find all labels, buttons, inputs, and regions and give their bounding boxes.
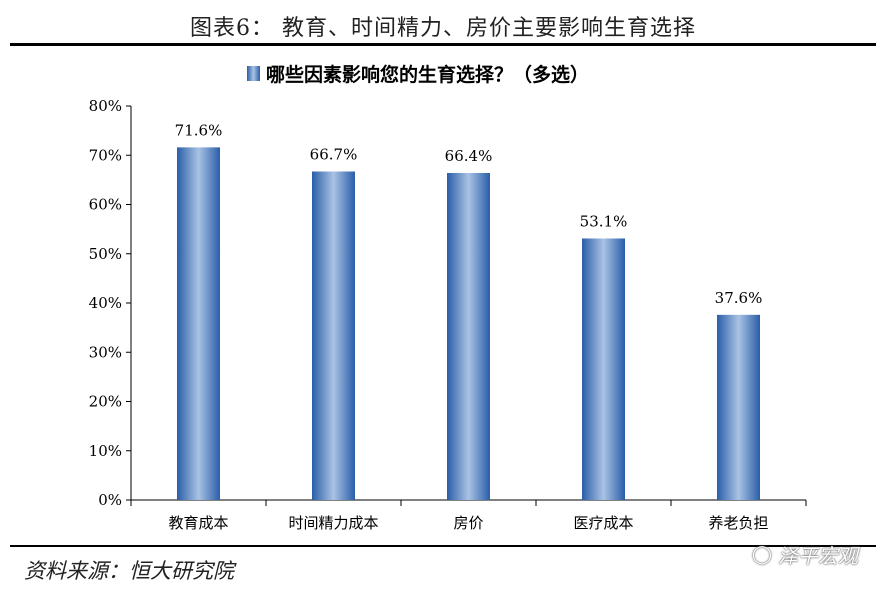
y-tick-label: 10% [89,442,122,460]
legend-swatch [247,66,260,81]
bar-chart: 哪些因素影响您的生育选择？（多选） 0% 10% 20% 30% 40% 50% 60% 70… [89,63,807,532]
watermark-text: 泽平宏观 [778,544,858,568]
category-label: 教育成本 [168,514,228,532]
category-label: 养老负担 [708,514,768,532]
bottom-rule [10,545,876,547]
watermark: ◯ 泽平宏观 [752,540,858,569]
legend-label: 哪些因素影响您的生育选择？（多选） [266,63,589,86]
data-label: 37.6% [715,289,763,307]
y-axis: 0% 10% 20% 30% 40% 50% 60% 70% 80% [89,97,132,509]
category-label: 房价 [453,514,483,532]
bars: 71.6% 66.7% 66.4% 53.1% 37.6% [175,121,763,501]
y-tick-label: 50% [89,245,122,263]
bar [717,314,760,500]
bar [582,238,625,501]
y-tick-label: 40% [89,294,122,312]
bar [447,172,490,501]
source-note: 资料来源：恒大研究院 [24,559,234,583]
category-label: 时间精力成本 [288,514,378,532]
data-label: 66.4% [445,147,493,165]
legend: 哪些因素影响您的生育选择？（多选） [247,63,589,86]
x-axis: 教育成本 时间精力成本 房价 医疗成本 养老负担 [130,499,807,532]
y-tick-label: 30% [89,343,122,361]
data-label: 71.6% [175,121,223,139]
data-label: 53.1% [580,212,628,230]
figure-title: 图表6： 教育、时间精力、房价主要影响生育选择 [190,16,696,41]
y-tick-label: 60% [89,196,122,214]
y-tick-label: 80% [89,97,122,115]
bar [312,171,355,500]
top-rule [10,43,876,46]
y-tick-label: 0% [98,491,122,509]
y-tick-label: 70% [89,146,122,164]
wechat-icon: ◯ [751,544,772,565]
category-label: 医疗成本 [573,514,633,532]
bar [177,147,220,500]
data-label: 66.7% [310,146,358,164]
y-tick-label: 20% [89,393,122,411]
